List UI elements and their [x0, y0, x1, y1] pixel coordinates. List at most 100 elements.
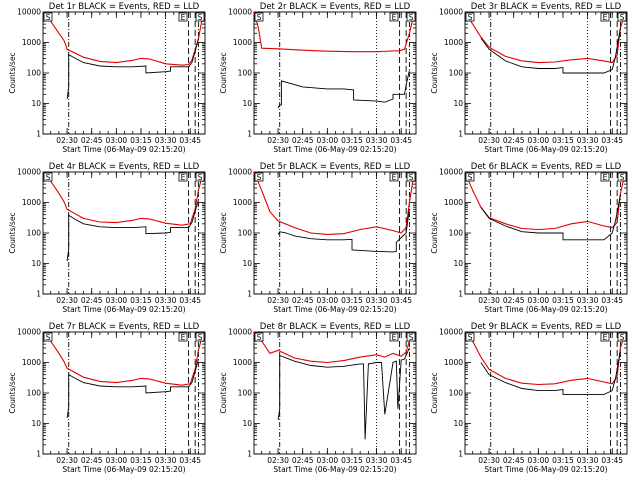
x-axis-label: Start Time (06-May-09 02:15:20) — [62, 465, 185, 474]
events-series-line — [66, 358, 199, 419]
plot-frame — [253, 11, 417, 135]
x-tick-label: 03:15 — [341, 136, 363, 145]
y-tick-label: 100 — [449, 69, 464, 78]
x-tick-label: 03:45 — [601, 136, 623, 145]
marker-label: E — [181, 173, 186, 182]
chart-title: Det 4r BLACK = Events, RED = LLD — [49, 162, 200, 172]
y-tick-label: 10 — [31, 99, 41, 108]
x-tick-label: 02:45 — [503, 136, 525, 145]
y-axis-label: Counts/sec — [430, 372, 439, 413]
x-tick-label: 03:15 — [130, 456, 152, 465]
marker-box — [617, 172, 627, 182]
x-tick-label: 03:00 — [528, 136, 550, 145]
chart-panel-9: Det 9r BLACK = Events, RED = LLD 1 10 100 10… — [430, 322, 628, 474]
y-tick-label: 10 — [31, 419, 41, 428]
plot-frame — [253, 171, 417, 295]
x-tick-label: 03:30 — [366, 456, 388, 465]
x-tick-label: 02:45 — [81, 136, 103, 145]
x-axis-label: Start Time (06-May-09 02:15:20) — [273, 305, 396, 314]
x-axis-label: Start Time (06-May-09 02:15:20) — [62, 145, 185, 154]
marker-box — [254, 12, 264, 22]
y-tick-label: 10 — [453, 259, 463, 268]
chart-title: Det 3r BLACK = Events, RED = LLD — [471, 2, 622, 12]
x-tick-label: 02:30 — [56, 136, 78, 145]
y-tick-label: 1000 — [444, 38, 463, 47]
y-axis-label: Counts/sec — [219, 372, 228, 413]
y-tick-label: 1 — [458, 290, 463, 299]
x-axis-label: Start Time (06-May-09 02:15:20) — [273, 145, 396, 154]
y-tick-label: 1 — [36, 290, 41, 299]
marker-label: S — [257, 333, 262, 342]
x-tick-label: 03:30 — [577, 456, 599, 465]
x-tick-label: 03:45 — [390, 296, 412, 305]
chart-panel-4: Det 4r BLACK = Events, RED = LLD 1 10 100 10… — [8, 162, 206, 314]
marker-label: S — [409, 333, 414, 342]
marker-label: S — [198, 173, 203, 182]
y-tick-label: 1 — [458, 130, 463, 139]
y-tick-label: 100 — [449, 389, 464, 398]
chart-panel-5: Det 5r BLACK = Events, RED = LLD 1 10 100 10… — [219, 162, 417, 314]
plot-frame — [42, 171, 206, 295]
y-tick-label: 10000 — [17, 328, 41, 337]
marker-label: S — [468, 13, 473, 22]
x-tick-label: 03:45 — [179, 296, 201, 305]
marker-box — [389, 332, 399, 342]
chart-panel-7: Det 7r BLACK = Events, RED = LLD 1 10 100 10… — [8, 322, 206, 474]
x-tick-label: 03:00 — [106, 296, 128, 305]
y-tick-label: 1000 — [22, 38, 41, 47]
y-tick-label: 10 — [242, 419, 252, 428]
x-tick-label: 02:30 — [56, 456, 78, 465]
chart-title: Det 6r BLACK = Events, RED = LLD — [471, 162, 622, 172]
chart-title: Det 5r BLACK = Events, RED = LLD — [260, 162, 411, 172]
marker-box — [195, 332, 205, 342]
chart-title: Det 7r BLACK = Events, RED = LLD — [49, 322, 200, 332]
marker-box — [465, 332, 475, 342]
x-tick-label: 02:30 — [56, 296, 78, 305]
marker-box — [465, 172, 475, 182]
x-axis-label: Start Time (06-May-09 02:15:20) — [484, 305, 607, 314]
marker-label: E — [603, 173, 608, 182]
marker-label: S — [409, 173, 414, 182]
x-tick-label: 03:45 — [390, 136, 412, 145]
x-tick-label: 03:45 — [601, 296, 623, 305]
y-tick-label: 1000 — [444, 198, 463, 207]
x-tick-label: 03:30 — [155, 456, 177, 465]
y-tick-label: 10000 — [439, 168, 463, 177]
x-tick-label: 03:00 — [528, 456, 550, 465]
x-tick-label: 03:30 — [366, 296, 388, 305]
y-tick-label: 100 — [449, 229, 464, 238]
lld-series-line — [42, 171, 204, 226]
marker-box — [389, 172, 399, 182]
y-tick-label: 10000 — [439, 328, 463, 337]
events-series-line — [480, 27, 621, 74]
y-axis-label: Counts/sec — [8, 212, 17, 253]
x-tick-label: 02:30 — [478, 136, 500, 145]
x-tick-label: 03:45 — [601, 456, 623, 465]
x-tick-label: 03:15 — [552, 456, 574, 465]
events-series-line — [277, 347, 410, 440]
y-tick-label: 100 — [27, 229, 42, 238]
plot-frame — [464, 331, 628, 455]
marker-box — [406, 332, 416, 342]
x-tick-label: 03:00 — [317, 296, 339, 305]
x-tick-label: 02:45 — [503, 296, 525, 305]
marker-box — [600, 172, 610, 182]
lld-series-line — [253, 171, 415, 235]
y-tick-label: 1 — [247, 290, 252, 299]
x-axis-label: Start Time (06-May-09 02:15:20) — [484, 145, 607, 154]
marker-box — [600, 12, 610, 22]
marker-label: E — [603, 13, 608, 22]
x-tick-label: 03:30 — [577, 296, 599, 305]
lld-series-line — [253, 331, 415, 364]
y-tick-label: 10 — [242, 99, 252, 108]
events-series-line — [480, 194, 621, 241]
y-tick-label: 10 — [453, 99, 463, 108]
marker-label: S — [257, 13, 262, 22]
marker-label: S — [198, 333, 203, 342]
y-tick-label: 1000 — [444, 358, 463, 367]
y-tick-label: 10 — [453, 419, 463, 428]
marker-label: S — [198, 13, 203, 22]
y-tick-label: 100 — [27, 69, 42, 78]
y-tick-label: 1000 — [22, 358, 41, 367]
marker-box — [178, 332, 188, 342]
